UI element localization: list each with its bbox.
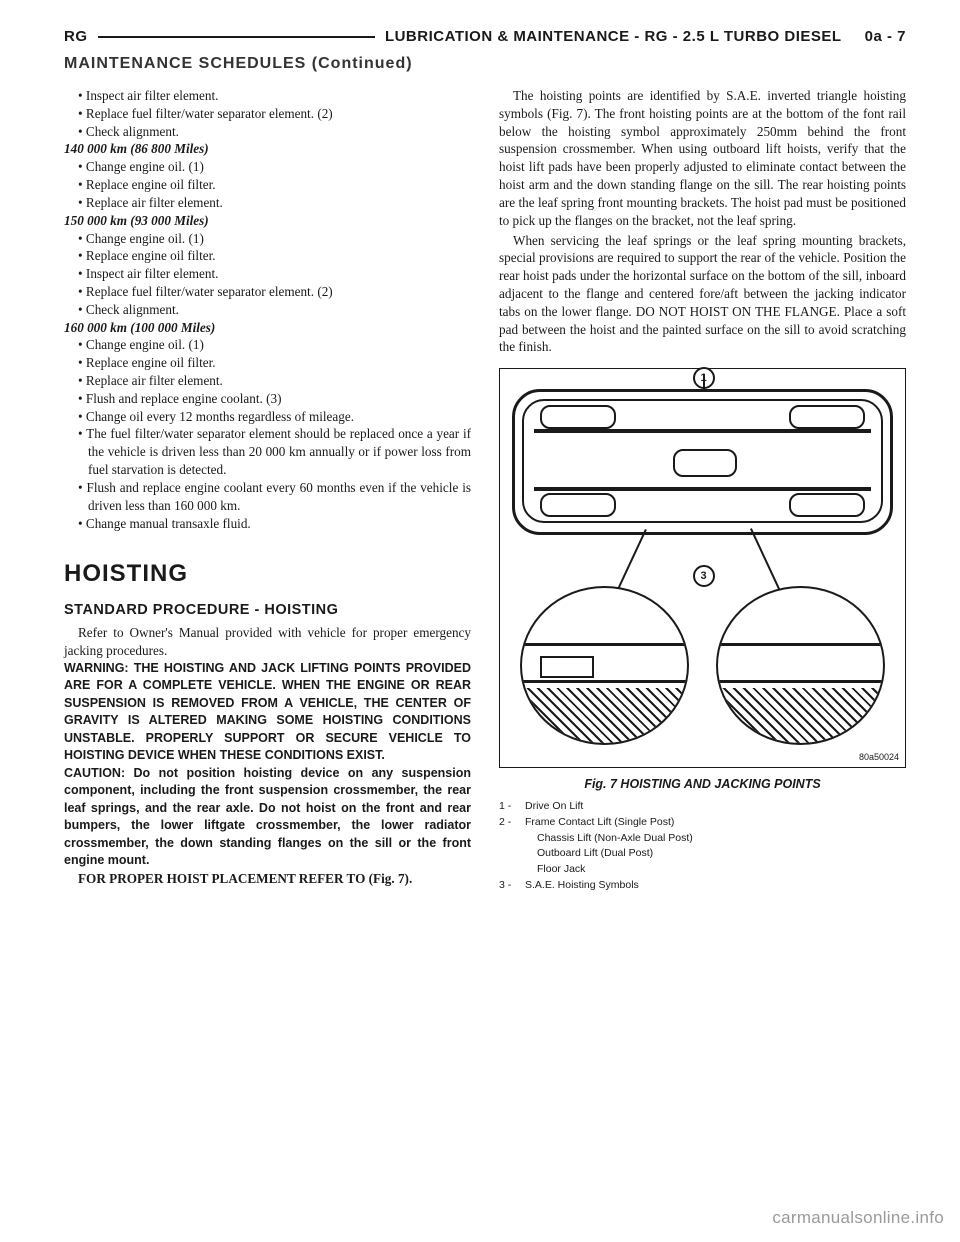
page-header: RG LUBRICATION & MAINTENANCE - RG - 2.5 … — [64, 28, 906, 45]
header-title: LUBRICATION & MAINTENANCE - RG - 2.5 L T… — [385, 28, 906, 45]
bullet: Inspect air filter element. — [64, 87, 471, 105]
hoisting-heading: HOISTING — [64, 558, 471, 590]
header-rule — [98, 36, 375, 38]
legend-text: Outboard Lift (Dual Post) — [499, 846, 906, 862]
caution-block: CAUTION: Do not position hoisting device… — [64, 765, 471, 870]
interval-heading: 150 000 km (93 000 Miles) — [64, 212, 471, 230]
bullet: The fuel filter/water separator element … — [64, 425, 471, 478]
right-p2: When servicing the leaf springs or the l… — [499, 232, 906, 357]
right-column: The hoisting points are identified by S.… — [499, 87, 906, 894]
figure-7: 1 3 — [499, 368, 906, 893]
interval-heading: 140 000 km (86 800 Miles) — [64, 140, 471, 158]
bullet: Change engine oil. (1) — [64, 158, 471, 176]
callout-3: 3 — [693, 565, 715, 587]
right-p1: The hoisting points are identified by S.… — [499, 87, 906, 230]
bullet: Check alignment. — [64, 301, 471, 319]
sill-bottom — [534, 487, 871, 491]
bullet: Replace fuel filter/water separator elem… — [64, 105, 471, 123]
hoist-pad — [789, 493, 865, 517]
hoisting-intro: Refer to Owner's Manual provided with ve… — [64, 624, 471, 660]
bullet: Flush and replace engine coolant every 6… — [64, 479, 471, 515]
header-page-number: 0a - 7 — [865, 28, 906, 45]
header-title-text: LUBRICATION & MAINTENANCE - RG - 2.5 L T… — [385, 28, 841, 45]
bullet: Change oil every 12 months regardless of… — [64, 408, 471, 426]
watermark: carmanualsonline.info — [772, 1208, 944, 1228]
legend-text: Floor Jack — [499, 862, 906, 878]
bullet: Replace air filter element. — [64, 372, 471, 390]
bullet: Replace engine oil filter. — [64, 247, 471, 265]
legend-num: 1 - — [499, 799, 525, 815]
refer-line: FOR PROPER HOIST PLACEMENT REFER TO (Fig… — [64, 870, 471, 888]
section-continued: MAINTENANCE SCHEDULES (Continued) — [64, 55, 906, 73]
bullet: Change engine oil. (1) — [64, 336, 471, 354]
interval-heading: 160 000 km (100 000 Miles) — [64, 319, 471, 337]
bullet: Replace engine oil filter. — [64, 176, 471, 194]
bullet: Replace engine oil filter. — [64, 354, 471, 372]
legend-num: 3 - — [499, 878, 525, 894]
header-model: RG — [64, 28, 88, 45]
figure-caption: Fig. 7 HOISTING AND JACKING POINTS — [499, 776, 906, 793]
legend-text: S.A.E. Hoisting Symbols — [525, 878, 906, 894]
bullet: Change manual transaxle fluid. — [64, 515, 471, 533]
hoist-pad-center — [673, 449, 737, 477]
figure-id: 80a50024 — [859, 751, 899, 763]
bullet: Inspect air filter element. — [64, 265, 471, 283]
legend-text: Drive On Lift — [525, 799, 906, 815]
left-column: Inspect air filter element. Replace fuel… — [64, 87, 471, 894]
leader-line — [615, 529, 646, 593]
leader-line — [750, 528, 781, 592]
hoist-pad — [540, 405, 616, 429]
hoist-pad — [789, 405, 865, 429]
warning-block: WARNING: THE HOISTING AND JACK LIFTING P… — [64, 660, 471, 765]
legend-text: Frame Contact Lift (Single Post) — [525, 815, 906, 831]
figure-7-image: 1 3 — [499, 368, 906, 768]
hoist-pad — [540, 493, 616, 517]
legend-text: Chassis Lift (Non-Axle Dual Post) — [499, 831, 906, 847]
detail-circle-left — [520, 586, 689, 745]
bullet: Check alignment. — [64, 123, 471, 141]
sill-top — [534, 429, 871, 433]
hoisting-subheading: STANDARD PROCEDURE - HOISTING — [64, 601, 471, 621]
bullet: Change engine oil. (1) — [64, 230, 471, 248]
bullet: Replace air filter element. — [64, 194, 471, 212]
detail-circle-right — [716, 586, 885, 745]
legend-num: 2 - — [499, 815, 525, 831]
figure-legend: 1 -Drive On Lift 2 -Frame Contact Lift (… — [499, 799, 906, 894]
bullet: Replace fuel filter/water separator elem… — [64, 283, 471, 301]
bullet: Flush and replace engine coolant. (3) — [64, 390, 471, 408]
